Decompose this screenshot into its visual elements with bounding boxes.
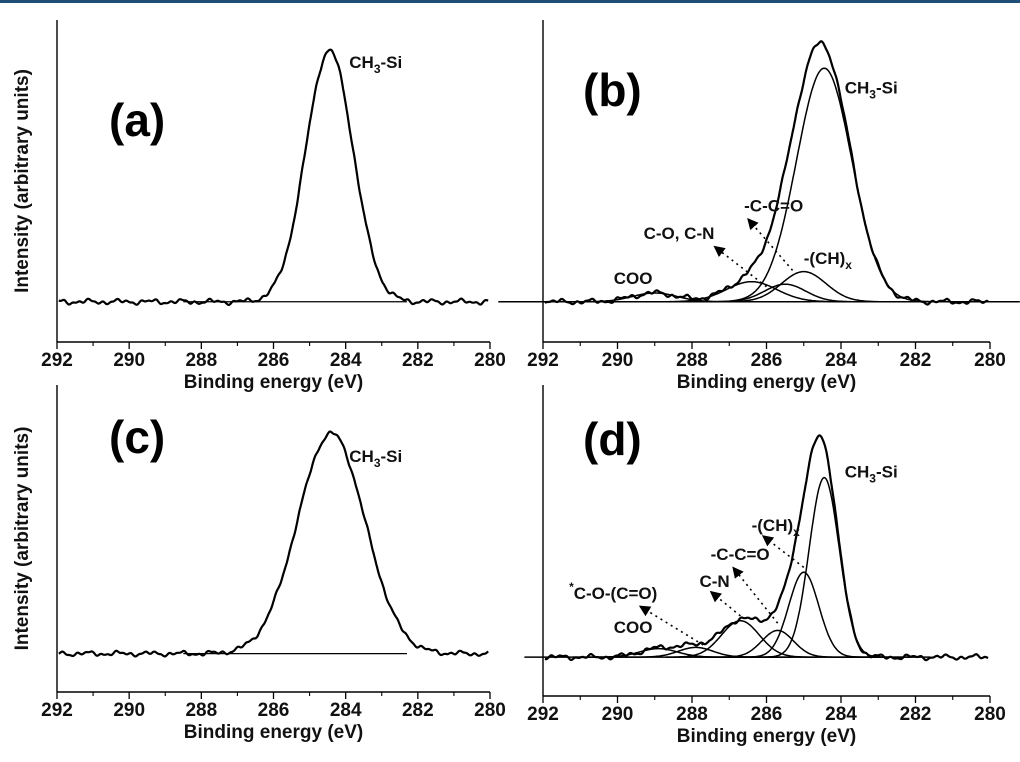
annotation-arrow — [709, 590, 741, 617]
peak-label: COO — [614, 269, 653, 288]
x-tick-label: 286 — [751, 350, 783, 371]
component-peak — [498, 292, 812, 303]
x-tick-label: 292 — [41, 350, 73, 371]
top-rule — [0, 0, 1020, 3]
peak-label: *C-O-(C=O) — [569, 580, 657, 603]
x-tick-label: 288 — [676, 704, 708, 725]
x-axis-title: Binding energy (eV) — [184, 722, 363, 743]
x-tick-label: 284 — [825, 350, 857, 371]
x-tick-label: 288 — [185, 700, 217, 721]
annotation-arrow — [761, 535, 805, 569]
panel-b: 292 290 288 286 284 282 280 Binding energy (eV)… — [498, 20, 1020, 393]
y-axis-title: Intensity (arbitrary units) — [12, 427, 33, 651]
x-tick-label: 290 — [602, 350, 634, 371]
peak-label: -(CH)x — [804, 249, 853, 272]
x-tick-label: 288 — [185, 350, 217, 371]
panel-a: 292 290 288 286 284 282 280 Binding energy (eV)… — [12, 20, 506, 393]
peak-label: CH3-Si — [845, 463, 898, 486]
peak-label: C-N — [699, 572, 729, 591]
x-tick-label: 286 — [258, 700, 290, 721]
spectrum-line — [58, 430, 489, 658]
x-tick-label: 292 — [41, 700, 73, 721]
spectrum-line — [544, 40, 989, 306]
component-peak — [647, 270, 961, 303]
x-tick-label: 290 — [602, 704, 634, 725]
panel-label: (d) — [583, 413, 642, 465]
panel-label: (b) — [583, 64, 642, 116]
x-tick-label: 290 — [113, 700, 145, 721]
x-tick-label: 288 — [676, 350, 708, 371]
x-axis-title: Binding energy (eV) — [677, 726, 856, 747]
x-tick-label: 290 — [113, 350, 145, 371]
x-tick-label: 282 — [402, 700, 434, 721]
spectrum-line — [58, 48, 489, 306]
x-tick-label: 280 — [974, 704, 1006, 725]
y-axis-title: Intensity (arbitrary units) — [12, 69, 33, 293]
panel-d: 292 290 288 286 284 282 280 Binding energy (eV)… — [524, 385, 1006, 747]
x-tick-label: 282 — [402, 350, 434, 371]
peak-label: CH3-Si — [349, 53, 402, 76]
x-tick-label: 280 — [474, 350, 506, 371]
peak-label: C-O, C-N — [644, 224, 715, 243]
x-tick-label: 292 — [527, 704, 559, 725]
peak-label: CH3-Si — [845, 78, 898, 101]
panel-label: (a) — [109, 94, 165, 146]
peak-label: CH3-Si — [349, 447, 402, 470]
x-tick-label: 282 — [900, 704, 932, 725]
peak-label: -C-C=O — [711, 545, 770, 564]
panel-label: (c) — [109, 411, 165, 463]
spectrum-line — [544, 434, 989, 662]
x-tick-label: 292 — [527, 350, 559, 371]
x-tick-label: 280 — [474, 700, 506, 721]
x-axis-title: Binding energy (eV) — [184, 372, 363, 393]
annotation-arrow — [713, 245, 767, 288]
x-tick-label: 286 — [751, 704, 783, 725]
peak-label: -C-C=O — [744, 196, 803, 215]
x-tick-label: 284 — [825, 704, 857, 725]
component-peak — [572, 280, 931, 303]
panel-c: 292 290 288 286 284 282 280 Binding energy (eV)… — [12, 385, 506, 743]
x-tick-label: 286 — [258, 350, 290, 371]
x-tick-label: 284 — [330, 350, 362, 371]
peak-label: -(CH)x — [752, 516, 801, 539]
peak-label: COO — [614, 618, 653, 637]
x-tick-label: 284 — [330, 700, 362, 721]
annotation-arrow — [638, 605, 704, 646]
component-peak — [718, 476, 931, 658]
x-tick-label: 282 — [900, 350, 932, 371]
x-tick-label: 280 — [974, 350, 1006, 371]
x-axis-title: Binding energy (eV) — [677, 372, 856, 393]
